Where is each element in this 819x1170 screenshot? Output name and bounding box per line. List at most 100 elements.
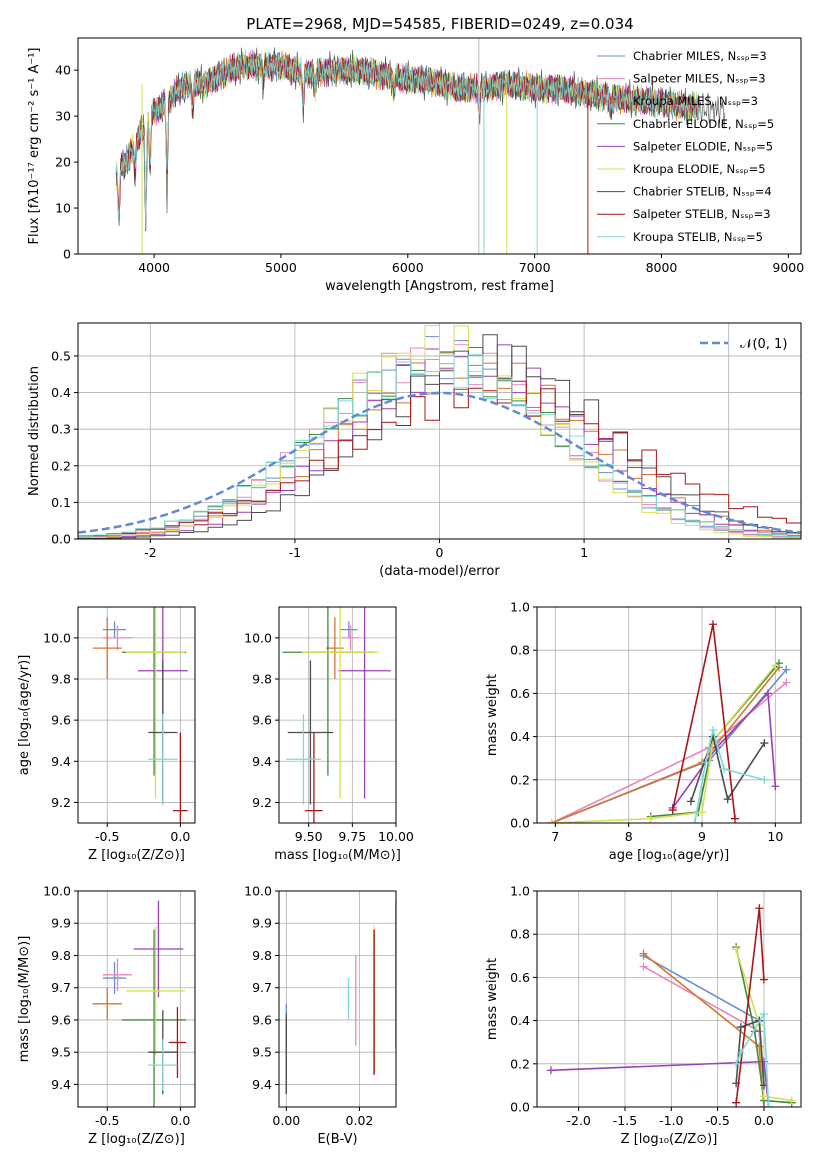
x-tick-label: 6000 xyxy=(392,260,424,275)
y-axis-label: Flux [fλ10⁻¹⁷ erg cm⁻² s⁻¹ A⁻¹] xyxy=(27,48,42,245)
axes-p7 xyxy=(279,890,396,1107)
axes-frame xyxy=(536,606,802,824)
y-tick-label: 30 xyxy=(55,109,71,124)
errorbar-point-5 xyxy=(301,607,379,799)
mass-weight-line-4 xyxy=(672,691,777,809)
x-axis-label: wavelength [Angstrom, rest frame] xyxy=(325,279,554,294)
axes-frame xyxy=(278,606,397,824)
mass-weight-marker xyxy=(639,962,648,971)
mass-weight-line-1 xyxy=(551,681,787,823)
mass-weight-marker xyxy=(690,819,699,823)
x-tick-label: -2.0 xyxy=(566,1113,590,1128)
y-tick-label: 9.5 xyxy=(51,1045,71,1060)
legend-label: Salpeter ELODIE, Nₛₛₚ=5 xyxy=(633,139,773,153)
legend-label: Kroupa MILES, Nₛₛₚ=3 xyxy=(633,94,758,108)
legend-label: Chabrier MILES, Nₛₛₚ=3 xyxy=(633,49,767,63)
mass-weight-marker xyxy=(668,806,677,815)
x-tick-label: 7000 xyxy=(519,260,551,275)
mass-weight-marker xyxy=(787,1096,796,1105)
y-tick-label: 0.0 xyxy=(51,532,71,547)
x-axis-label: Z [log₁₀(Z/Z⊙)] xyxy=(88,848,185,863)
x-tick-label: 9.75 xyxy=(338,829,366,844)
x-tick-label: 2 xyxy=(725,545,733,560)
x-tick-label: -1.5 xyxy=(613,1113,637,1128)
mass-weight-marker xyxy=(732,1098,741,1107)
mass-weight-marker xyxy=(736,1023,745,1032)
y-tick-label: 9.8 xyxy=(51,948,71,963)
mass-weight-line-6 xyxy=(690,733,765,802)
errorbar-point-7 xyxy=(173,732,188,823)
y-tick-label: 9.8 xyxy=(51,672,71,687)
y-tick-label: 9.5 xyxy=(252,1045,272,1060)
spectrum-line-7 xyxy=(115,52,700,231)
y-tick-label: 9.4 xyxy=(252,1077,272,1092)
y-tick-label: 0.0 xyxy=(510,816,530,831)
mass-weight-marker xyxy=(760,739,769,748)
axes-p4 xyxy=(279,607,397,823)
axes-p3 xyxy=(78,607,195,823)
errorbar-point-2 xyxy=(326,617,344,679)
legend-label: Kroupa ELODIE, Nₛₛₚ=5 xyxy=(633,162,766,176)
x-tick-label: 10 xyxy=(767,829,783,844)
axes-frame xyxy=(536,890,802,1108)
errorbar-point-0 xyxy=(102,621,127,638)
y-axis-label: mass weight xyxy=(485,958,500,1040)
x-tick-label: 8 xyxy=(625,829,633,844)
errorbar-point-8 xyxy=(285,713,321,805)
legend-label: Salpeter MILES, Nₛₛₚ=3 xyxy=(633,72,766,86)
mass-weight-marker xyxy=(771,661,780,670)
mass-weight-marker xyxy=(759,975,768,984)
errorbar-point-2 xyxy=(92,987,122,1020)
y-axis-label: Normed distribution xyxy=(27,366,42,496)
mass-weight-line-6 xyxy=(735,1019,765,1086)
x-tick-label: -0.5 xyxy=(705,1113,729,1128)
y-tick-label: 10 xyxy=(55,201,71,216)
y-tick-label: 40 xyxy=(55,63,71,78)
errorbar-point-0 xyxy=(102,961,127,995)
x-axis-label: Z [log₁₀(Z/Z⊙)] xyxy=(621,1132,718,1147)
mass-weight-marker xyxy=(709,620,717,629)
y-tick-label: 0.2 xyxy=(51,458,71,473)
axes-frame xyxy=(77,37,802,255)
errorbar-point-1 xyxy=(341,625,360,651)
axes-p5 xyxy=(537,606,801,824)
x-tick-label: 5000 xyxy=(265,260,297,275)
y-tick-label: 9.8 xyxy=(252,672,272,687)
x-tick-label: 0.0 xyxy=(170,1113,190,1128)
mass-weight-marker xyxy=(723,795,732,804)
x-tick-label: 9000 xyxy=(772,260,804,275)
mass-weight-marker xyxy=(759,1081,768,1090)
y-tick-label: 0.5 xyxy=(51,348,71,363)
mass-weight-marker xyxy=(646,814,655,823)
x-tick-label: 0.0 xyxy=(170,829,190,844)
x-axis-label: mass [log₁₀(M/M⊙)] xyxy=(274,848,401,863)
y-tick-label: 9.9 xyxy=(51,916,71,931)
mass-weight-line-3 xyxy=(735,947,792,1104)
mass-weight-marker xyxy=(698,808,706,817)
y-tick-label: 9.7 xyxy=(252,980,272,995)
y-tick-label: 9.6 xyxy=(51,713,71,728)
mass-weight-marker xyxy=(759,1010,768,1019)
y-axis-label: mass [log₁₀(M/M⊙)] xyxy=(17,936,32,1063)
y-axis-label: mass weight xyxy=(485,674,500,756)
y-tick-label: 9.6 xyxy=(252,1012,272,1027)
histogram-step-6 xyxy=(78,334,801,539)
figure-title: PLATE=2968, MJD=54585, FIBERID=0249, z=0… xyxy=(246,15,633,33)
x-tick-label: 7 xyxy=(551,829,559,844)
x-tick-label: 0.0 xyxy=(754,1113,774,1128)
y-tick-label: 9.2 xyxy=(252,795,272,810)
x-axis-label: (data-model)/error xyxy=(379,564,500,579)
x-tick-label: 4000 xyxy=(138,260,170,275)
mass-weight-marker xyxy=(687,797,695,806)
x-tick-label: 0 xyxy=(436,545,444,560)
mass-weight-marker xyxy=(764,1103,773,1107)
x-tick-label: 9.50 xyxy=(295,829,323,844)
axes-frame xyxy=(278,890,397,1108)
y-tick-label: 0.4 xyxy=(51,385,71,400)
mass-weight-marker xyxy=(782,665,791,674)
legend-label: Chabrier STELIB, Nₛₛₚ=4 xyxy=(633,185,772,199)
histogram-step-8 xyxy=(78,354,801,539)
y-tick-label: 9.6 xyxy=(51,1012,71,1027)
x-tick-label: -2 xyxy=(144,545,156,560)
